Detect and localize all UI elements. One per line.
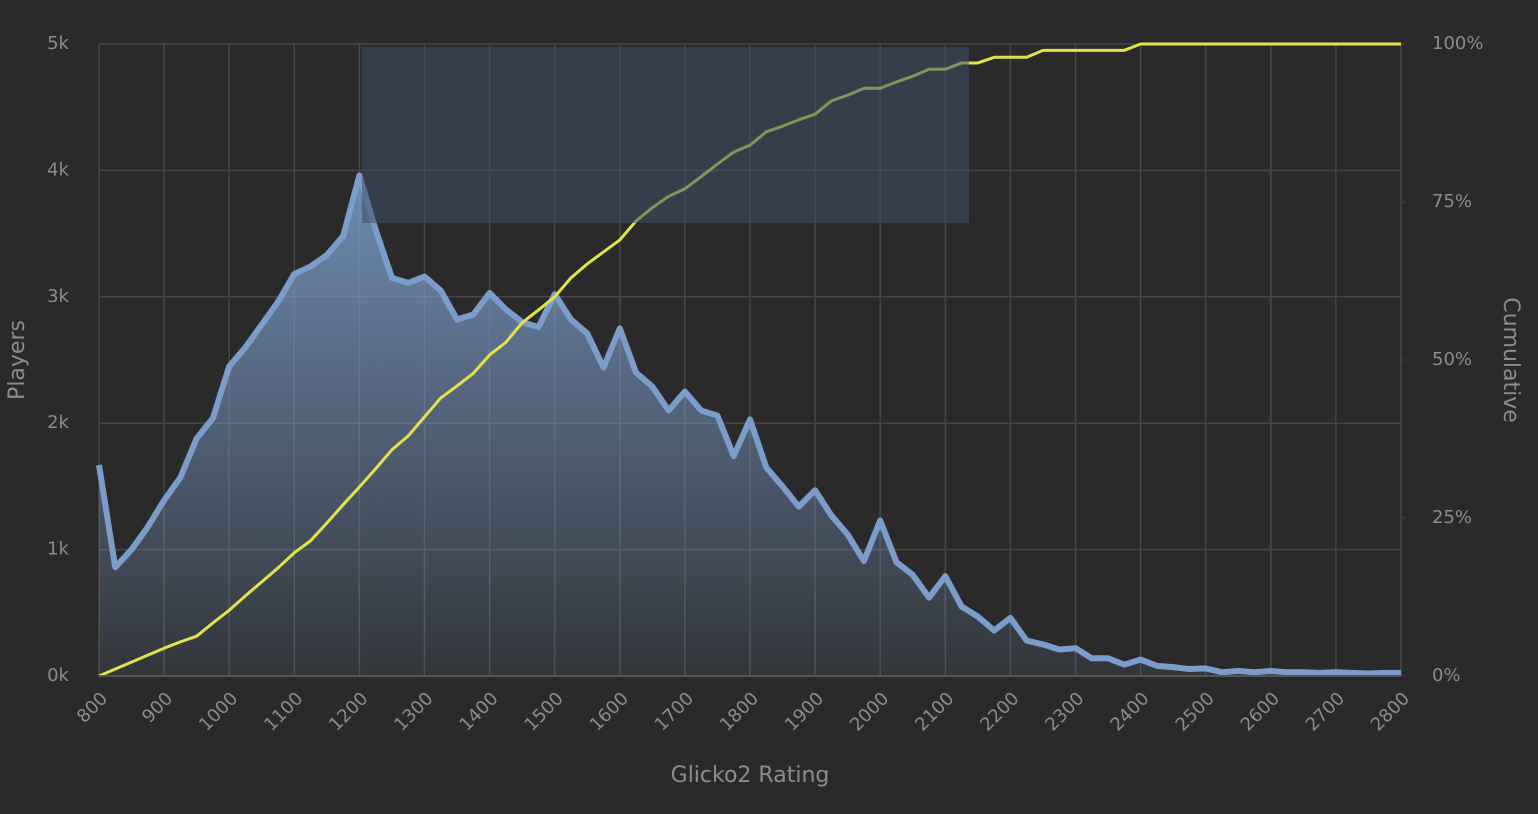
x-tick-label: 900 xyxy=(138,688,177,727)
y2-axis-title: Cumulative xyxy=(1498,297,1523,423)
x-tick-label: 1300 xyxy=(390,688,437,735)
y-axis-title: Players xyxy=(5,320,30,400)
x-tick-label: 2500 xyxy=(1172,688,1219,735)
x-axis-title: Glicko2 Rating xyxy=(671,763,830,788)
x-tick-label: 2000 xyxy=(846,688,893,735)
x-tick-label: 1600 xyxy=(586,688,633,735)
y-tick-label: 0k xyxy=(47,665,69,686)
x-tick-label: 1800 xyxy=(716,688,763,735)
x-tick-label: 1700 xyxy=(651,688,698,735)
y2-tick-label: 50% xyxy=(1432,349,1472,370)
x-tick-label: 1000 xyxy=(195,688,242,735)
x-tick-label: 1900 xyxy=(781,688,828,735)
x-tick-label: 2400 xyxy=(1106,688,1153,735)
y2-tick-label: 75% xyxy=(1432,191,1472,212)
x-tick-label: 1200 xyxy=(325,688,372,735)
x-tick-label: 2300 xyxy=(1041,688,1088,735)
x-tick-label: 2700 xyxy=(1302,688,1349,735)
x-tick-label: 1400 xyxy=(455,688,502,735)
y2-tick-label: 25% xyxy=(1432,507,1472,528)
y2-tick-label: 100% xyxy=(1432,33,1483,54)
x-tick-label: 2100 xyxy=(911,688,958,735)
line xyxy=(96,172,1401,677)
y-tick-label: 4k xyxy=(47,159,69,180)
y-tick-label: 3k xyxy=(47,286,69,307)
x-tick-label: 2200 xyxy=(976,688,1023,735)
x-tick-label: 2800 xyxy=(1367,688,1414,735)
x-tick-label: 2600 xyxy=(1237,688,1284,735)
y2-tick-label: 0% xyxy=(1432,665,1461,686)
tooltip-highlight xyxy=(362,47,969,223)
x-tick-label: 1500 xyxy=(521,688,568,735)
y-tick-label: 1k xyxy=(47,539,69,560)
x-tick-label: 800 xyxy=(73,688,112,727)
y-tick-label: 5k xyxy=(47,33,69,54)
y-tick-label: 2k xyxy=(47,412,69,433)
x-tick-label: 1100 xyxy=(260,688,307,735)
